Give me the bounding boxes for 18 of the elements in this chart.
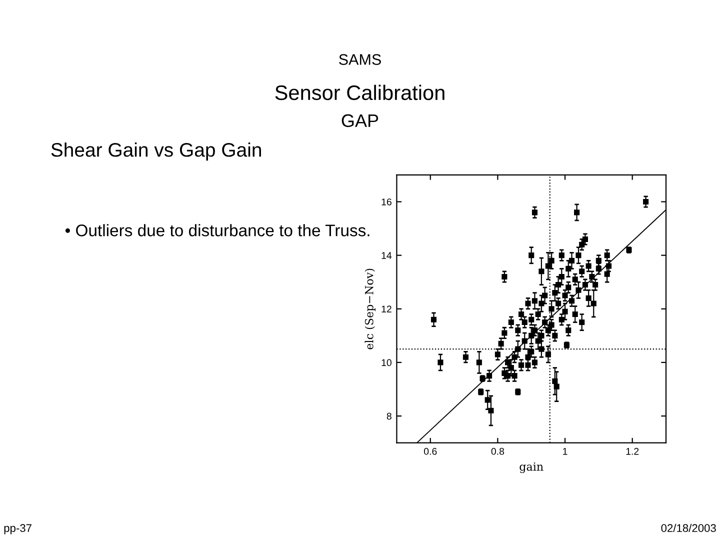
y-tick-label: 14 <box>382 252 392 259</box>
y-tick-label: 10 <box>382 359 392 366</box>
x-tick-label: 0.6 <box>424 448 437 455</box>
y-tick-label: 16 <box>382 198 392 206</box>
y-tick-label: 8 <box>386 412 392 420</box>
text: Shear Gain vs Gap Gain <box>51 142 261 161</box>
y-tick-label: 12 <box>382 306 392 312</box>
text: pp-37 <box>4 524 32 534</box>
y-axis-title: elc (Sep−Nov) <box>364 268 376 350</box>
chart-subtitle: GAP <box>342 114 378 128</box>
x-axis-title: gain <box>520 462 544 474</box>
text: 02/18/2003 <box>661 524 716 532</box>
x-tick-label: 1 <box>563 448 568 455</box>
x-tick-label: 0.8 <box>491 448 504 455</box>
text: • Outliers due to disturbance to the Truss. <box>65 224 370 236</box>
chart-title: Sensor Calibration <box>275 84 444 100</box>
text: SAMS <box>339 54 381 65</box>
x-tick-label: 1.2 <box>626 448 639 455</box>
